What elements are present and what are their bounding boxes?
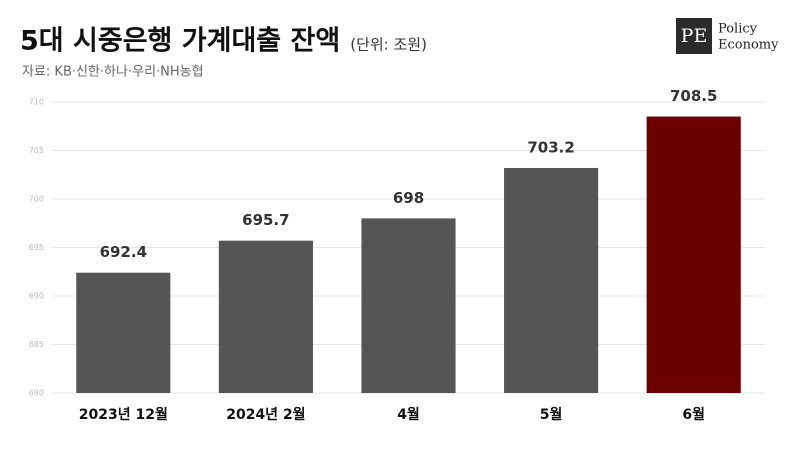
x-tick-label: 4월 (397, 406, 420, 423)
logo-text: Economy (718, 38, 779, 53)
x-tick-label: 2023년 12월 (79, 406, 168, 423)
value-label: 695.7 (242, 211, 289, 229)
x-tick-label: 6월 (682, 406, 705, 423)
value-label: 703.2 (527, 138, 574, 156)
bar (218, 240, 313, 393)
y-tick-label: 710 (29, 98, 44, 107)
source: 자료: KB·신한·하나·우리·NH농협 (22, 65, 204, 80)
logo-mark: PE (681, 25, 708, 47)
chart-title: 5대 시중은행 가계대출 잔액 (20, 26, 340, 57)
y-tick-label: 685 (29, 340, 44, 349)
x-tick-label: 5월 (540, 406, 563, 423)
x-tick-label: 2024년 2월 (226, 406, 305, 423)
y-tick-label: 700 (29, 195, 44, 204)
value-label: 708.5 (670, 87, 717, 105)
bar (646, 116, 741, 394)
bar (76, 272, 171, 393)
logo-box (676, 18, 712, 54)
logo-text: Policy (718, 22, 758, 37)
y-tick-label: 695 (29, 243, 44, 252)
y-tick-label: 705 (29, 146, 44, 155)
y-tick-label: 690 (29, 292, 44, 301)
y-tick-label: 680 (29, 389, 44, 398)
chart-subtitle: (단위: 조원) (350, 36, 427, 54)
bar (504, 167, 599, 393)
bar (361, 218, 456, 393)
value-label: 692.4 (100, 243, 147, 261)
value-label: 698 (393, 189, 424, 207)
